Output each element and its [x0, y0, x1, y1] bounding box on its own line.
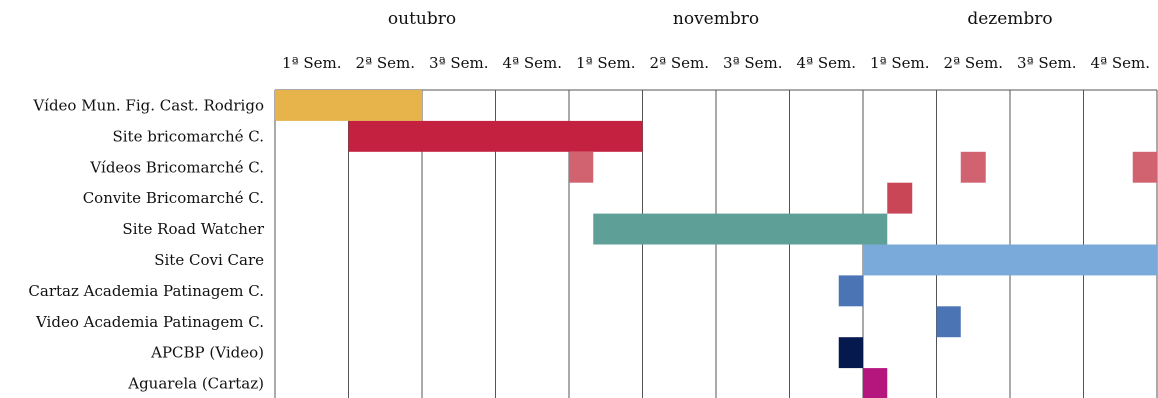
week-label: 2ª Sem. — [649, 54, 709, 72]
gantt-bar — [348, 120, 643, 152]
task-label: Video Academia Patinagem C. — [35, 313, 264, 331]
week-label: 1ª Sem. — [282, 54, 342, 72]
gantt-bar — [863, 244, 1157, 276]
task-label: Site bricomarché C. — [112, 127, 264, 145]
gantt-bar — [838, 337, 863, 369]
task-label: Site Covi Care — [154, 251, 264, 269]
week-label: 2ª Sem. — [943, 54, 1003, 72]
week-label: 3ª Sem. — [723, 54, 783, 72]
gantt-bar — [838, 275, 863, 307]
week-label: 4ª Sem. — [502, 54, 562, 72]
task-label: Vídeo Mun. Fig. Cast. Rodrigo — [32, 96, 264, 114]
task-label: Convite Bricomarché C. — [83, 189, 264, 207]
gantt-bar — [275, 90, 422, 121]
gantt-bar — [569, 151, 594, 183]
week-label: 2ª Sem. — [355, 54, 415, 72]
week-label: 4ª Sem. — [796, 54, 856, 72]
week-label: 4ª Sem. — [1090, 54, 1150, 72]
gantt-bar — [887, 182, 913, 214]
task-label: Aguarela (Cartaz) — [127, 375, 264, 393]
month-label: dezembro — [967, 9, 1052, 29]
week-label: 1ª Sem. — [870, 54, 930, 72]
gantt-bar — [593, 213, 888, 245]
task-label: APCBP (Video) — [150, 344, 264, 362]
gantt-bar — [960, 151, 986, 183]
gantt-bar — [936, 306, 961, 338]
task-label: Vídeos Bricomarché C. — [89, 158, 264, 176]
week-label: 1ª Sem. — [576, 54, 636, 72]
month-label: novembro — [673, 9, 759, 29]
week-label: 3ª Sem. — [1017, 54, 1077, 72]
task-label: Cartaz Academia Patinagem C. — [28, 282, 264, 300]
task-label: Site Road Watcher — [122, 220, 264, 238]
week-label: 3ª Sem. — [429, 54, 489, 72]
month-label: outubro — [388, 9, 456, 29]
gantt-bar — [863, 368, 888, 398]
gantt-bar — [1132, 151, 1157, 183]
